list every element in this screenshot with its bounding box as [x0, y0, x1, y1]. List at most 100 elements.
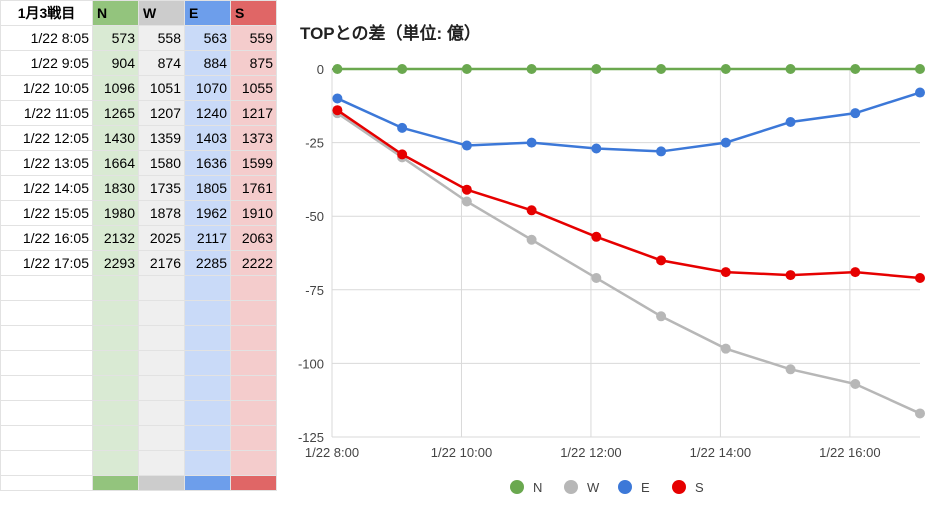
empty-cell[interactable] [230, 350, 277, 376]
n-cell[interactable]: 1096 [92, 75, 139, 101]
empty-cell[interactable] [92, 300, 139, 326]
empty-cell[interactable] [230, 425, 277, 451]
s-cell[interactable]: 1373 [230, 125, 277, 151]
empty-cell[interactable] [0, 300, 93, 326]
w-cell[interactable]: 874 [138, 50, 185, 76]
empty-cell[interactable] [184, 350, 231, 376]
empty-cell[interactable] [184, 425, 231, 451]
w-cell[interactable]: 1878 [138, 200, 185, 226]
header-e[interactable]: E [184, 0, 231, 26]
n-cell[interactable]: 1830 [92, 175, 139, 201]
s-cell[interactable]: 1055 [230, 75, 277, 101]
data-point[interactable] [915, 87, 925, 98]
header-n[interactable]: N [92, 0, 139, 26]
data-point[interactable] [332, 105, 343, 116]
data-point[interactable] [915, 408, 925, 419]
w-cell[interactable]: 2176 [138, 250, 185, 276]
empty-cell[interactable] [184, 300, 231, 326]
n-cell[interactable]: 1980 [92, 200, 139, 226]
time-cell[interactable]: 1/22 12:05 [0, 125, 93, 151]
s-cell[interactable]: 875 [230, 50, 277, 76]
header-s[interactable]: S [230, 0, 277, 26]
empty-cell[interactable] [0, 475, 93, 491]
empty-cell[interactable] [92, 375, 139, 401]
time-cell[interactable]: 1/22 9:05 [0, 50, 93, 76]
empty-cell[interactable] [138, 300, 185, 326]
e-cell[interactable]: 2117 [184, 225, 231, 251]
empty-cell[interactable] [92, 400, 139, 426]
color-swatch-w[interactable] [138, 475, 185, 491]
e-cell[interactable]: 1636 [184, 150, 231, 176]
empty-cell[interactable] [92, 450, 139, 476]
empty-cell[interactable] [0, 325, 93, 351]
color-swatch-s[interactable] [230, 475, 277, 491]
empty-cell[interactable] [92, 425, 139, 451]
empty-cell[interactable] [0, 400, 93, 426]
empty-cell[interactable] [138, 400, 185, 426]
data-point[interactable] [461, 184, 472, 195]
e-cell[interactable]: 1962 [184, 200, 231, 226]
sheet-title-cell[interactable]: 1月3戦目 [0, 0, 93, 26]
n-cell[interactable]: 1664 [92, 150, 139, 176]
empty-cell[interactable] [138, 350, 185, 376]
data-point[interactable] [332, 93, 343, 104]
data-point[interactable] [785, 364, 796, 375]
n-cell[interactable]: 2132 [92, 225, 139, 251]
s-cell[interactable]: 2063 [230, 225, 277, 251]
s-cell[interactable]: 1761 [230, 175, 277, 201]
empty-cell[interactable] [0, 275, 93, 301]
empty-cell[interactable] [0, 350, 93, 376]
data-point[interactable] [720, 137, 731, 148]
e-cell[interactable]: 1240 [184, 100, 231, 126]
data-point[interactable] [850, 267, 861, 278]
empty-cell[interactable] [230, 400, 277, 426]
legend-item-s[interactable]: S [672, 480, 704, 495]
data-point[interactable] [397, 149, 408, 160]
data-point[interactable] [332, 64, 343, 74]
time-cell[interactable]: 1/22 14:05 [0, 175, 93, 201]
e-cell[interactable]: 1403 [184, 125, 231, 151]
e-cell[interactable]: 884 [184, 50, 231, 76]
data-point[interactable] [785, 64, 796, 74]
s-cell[interactable]: 1599 [230, 150, 277, 176]
n-cell[interactable]: 1430 [92, 125, 139, 151]
s-cell[interactable]: 1217 [230, 100, 277, 126]
empty-cell[interactable] [138, 425, 185, 451]
w-cell[interactable]: 1580 [138, 150, 185, 176]
data-point[interactable] [656, 255, 667, 266]
time-cell[interactable]: 1/22 11:05 [0, 100, 93, 126]
n-cell[interactable]: 1265 [92, 100, 139, 126]
time-cell[interactable]: 1/22 13:05 [0, 150, 93, 176]
data-point[interactable] [720, 267, 731, 278]
empty-cell[interactable] [92, 275, 139, 301]
w-cell[interactable]: 558 [138, 25, 185, 51]
data-point[interactable] [915, 64, 925, 74]
legend-item-w[interactable]: W [564, 480, 600, 495]
data-point[interactable] [785, 116, 796, 127]
empty-cell[interactable] [230, 300, 277, 326]
n-cell[interactable]: 573 [92, 25, 139, 51]
empty-cell[interactable] [184, 400, 231, 426]
data-point[interactable] [526, 234, 537, 245]
empty-cell[interactable] [184, 375, 231, 401]
data-point[interactable] [526, 137, 537, 148]
w-cell[interactable]: 1359 [138, 125, 185, 151]
data-point[interactable] [397, 64, 408, 74]
empty-cell[interactable] [230, 325, 277, 351]
time-cell[interactable]: 1/22 15:05 [0, 200, 93, 226]
empty-cell[interactable] [0, 375, 93, 401]
e-cell[interactable]: 563 [184, 25, 231, 51]
e-cell[interactable]: 1070 [184, 75, 231, 101]
empty-cell[interactable] [0, 425, 93, 451]
w-cell[interactable]: 1735 [138, 175, 185, 201]
data-point[interactable] [461, 196, 472, 207]
empty-cell[interactable] [138, 375, 185, 401]
header-w[interactable]: W [138, 0, 185, 26]
empty-cell[interactable] [184, 275, 231, 301]
empty-cell[interactable] [230, 375, 277, 401]
data-point[interactable] [397, 122, 408, 133]
legend-item-n[interactable]: N [510, 480, 542, 495]
empty-cell[interactable] [138, 325, 185, 351]
data-point[interactable] [461, 64, 472, 74]
